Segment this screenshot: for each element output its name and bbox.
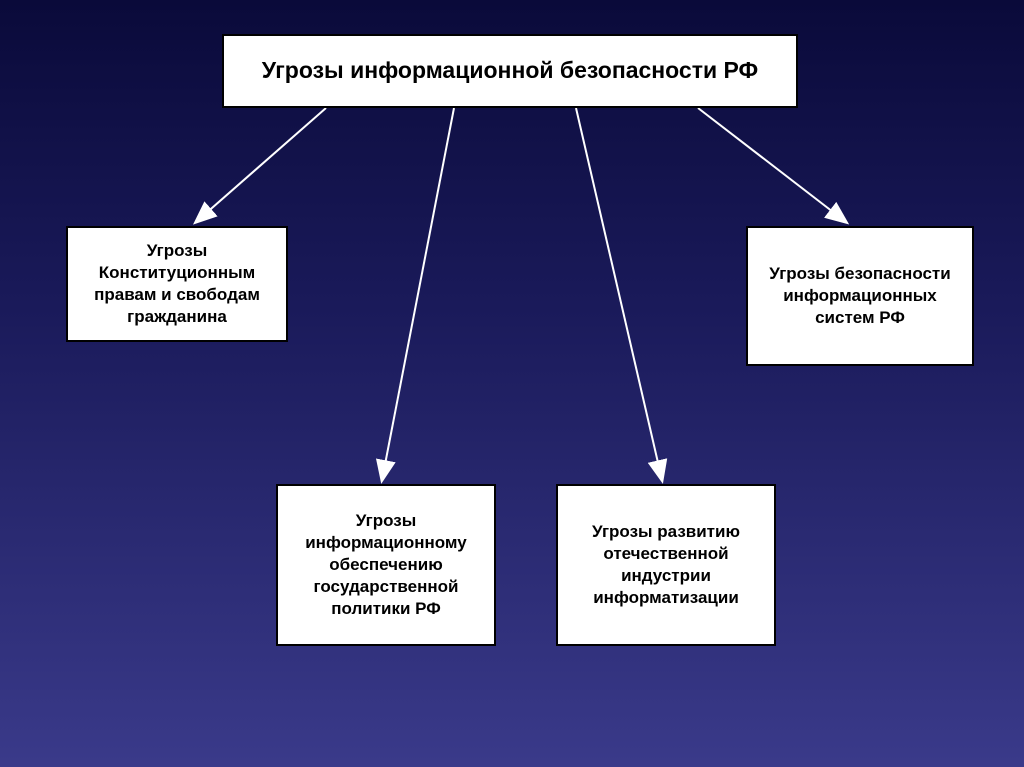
- title-box: Угрозы информационной безопасности РФ: [222, 34, 798, 108]
- arrow-3: [576, 108, 662, 480]
- child-text-security-systems: Угрозы безопасности информационных систе…: [760, 263, 960, 329]
- arrow-2: [382, 108, 454, 480]
- child-text-constitutional: Угрозы Конституционным правам и свободам…: [80, 240, 274, 328]
- child-text-state-policy: Угрозы информационному обеспечению госуд…: [290, 510, 482, 620]
- child-text-industry: Угрозы развитию отечественной индустрии …: [570, 521, 762, 609]
- arrow-0: [196, 108, 326, 222]
- arrow-1: [698, 108, 846, 222]
- arrows-layer: [0, 0, 1024, 767]
- title-text: Угрозы информационной безопасности РФ: [262, 56, 758, 86]
- child-box-state-policy: Угрозы информационному обеспечению госуд…: [276, 484, 496, 646]
- child-box-industry: Угрозы развитию отечественной индустрии …: [556, 484, 776, 646]
- child-box-constitutional: Угрозы Конституционным правам и свободам…: [66, 226, 288, 342]
- child-box-security-systems: Угрозы безопасности информационных систе…: [746, 226, 974, 366]
